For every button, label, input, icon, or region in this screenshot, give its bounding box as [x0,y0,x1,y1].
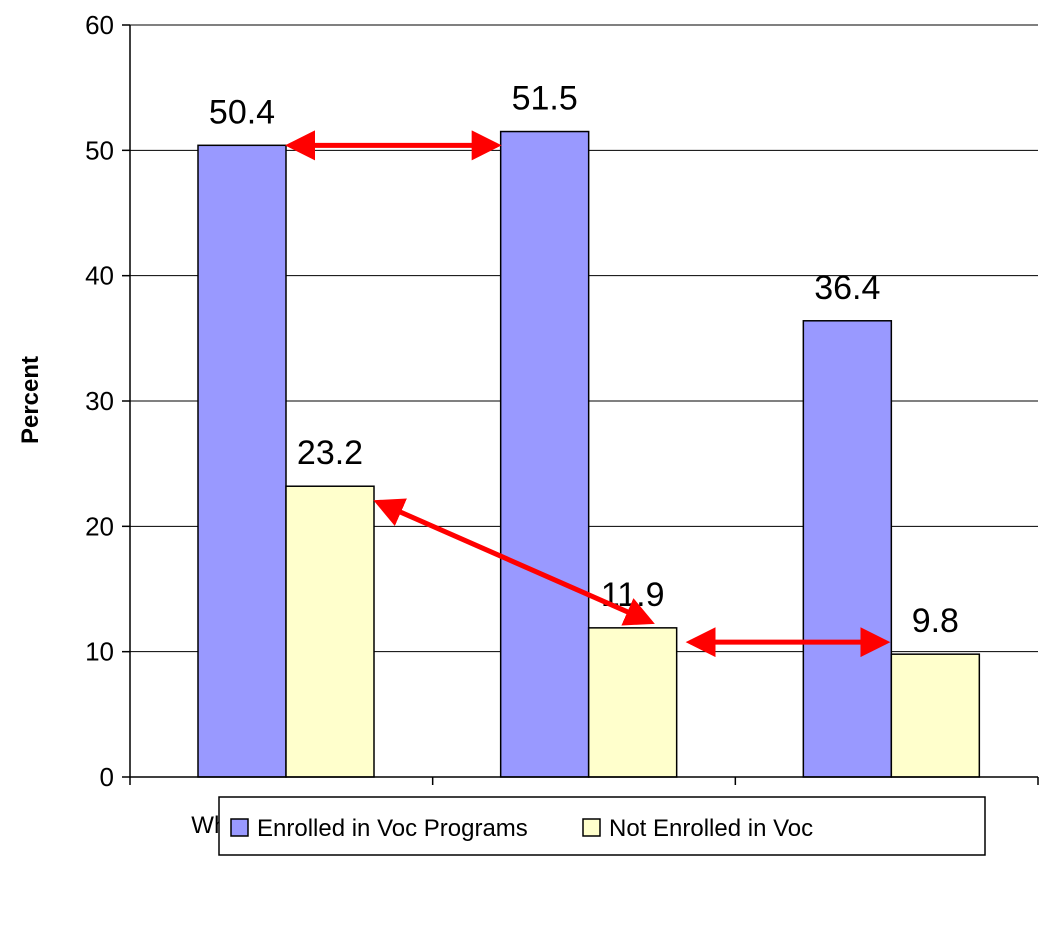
data-label: 9.8 [912,602,959,640]
bar-not-enrolled-1 [587,627,678,778]
axes [122,24,1039,785]
data-label: 51.5 [512,80,578,118]
legend-swatch-0 [230,818,249,837]
legend-box [218,796,986,856]
y-tick-label: 60 [85,10,114,40]
y-tick-label: 0 [100,762,114,792]
y-tick-label: 30 [85,386,114,416]
legend: Enrolled in Voc Programs Not Enrolled in … [218,796,986,856]
legend-swatch-1 [582,818,601,837]
annotation-arrow-1 [373,498,655,626]
y-tick-label: 50 [85,135,114,165]
legend-label-0: Enrolled in Voc Programs [257,815,528,842]
y-axis-title: Percent [17,356,44,444]
bar-enrolled-2 [802,320,893,778]
y-tick-label: 20 [85,511,114,541]
data-label: 50.4 [209,93,275,131]
y-tick-labels: 0 10 20 30 40 50 60 [85,10,114,792]
data-label: 23.2 [297,434,363,472]
legend-label-1: Not Enrolled in Voc [609,815,813,842]
y-tick-label: 10 [85,637,114,667]
bar-not-enrolled-0 [285,485,375,778]
bar-not-enrolled-2 [890,653,981,778]
annotation-arrows [285,130,891,658]
bars [197,130,981,778]
data-label: 11.9 [601,576,665,614]
bar-enrolled-0 [197,144,287,778]
bar-enrolled-1 [499,130,590,778]
data-label: 36.4 [814,269,880,307]
y-tick-label: 40 [85,261,114,291]
